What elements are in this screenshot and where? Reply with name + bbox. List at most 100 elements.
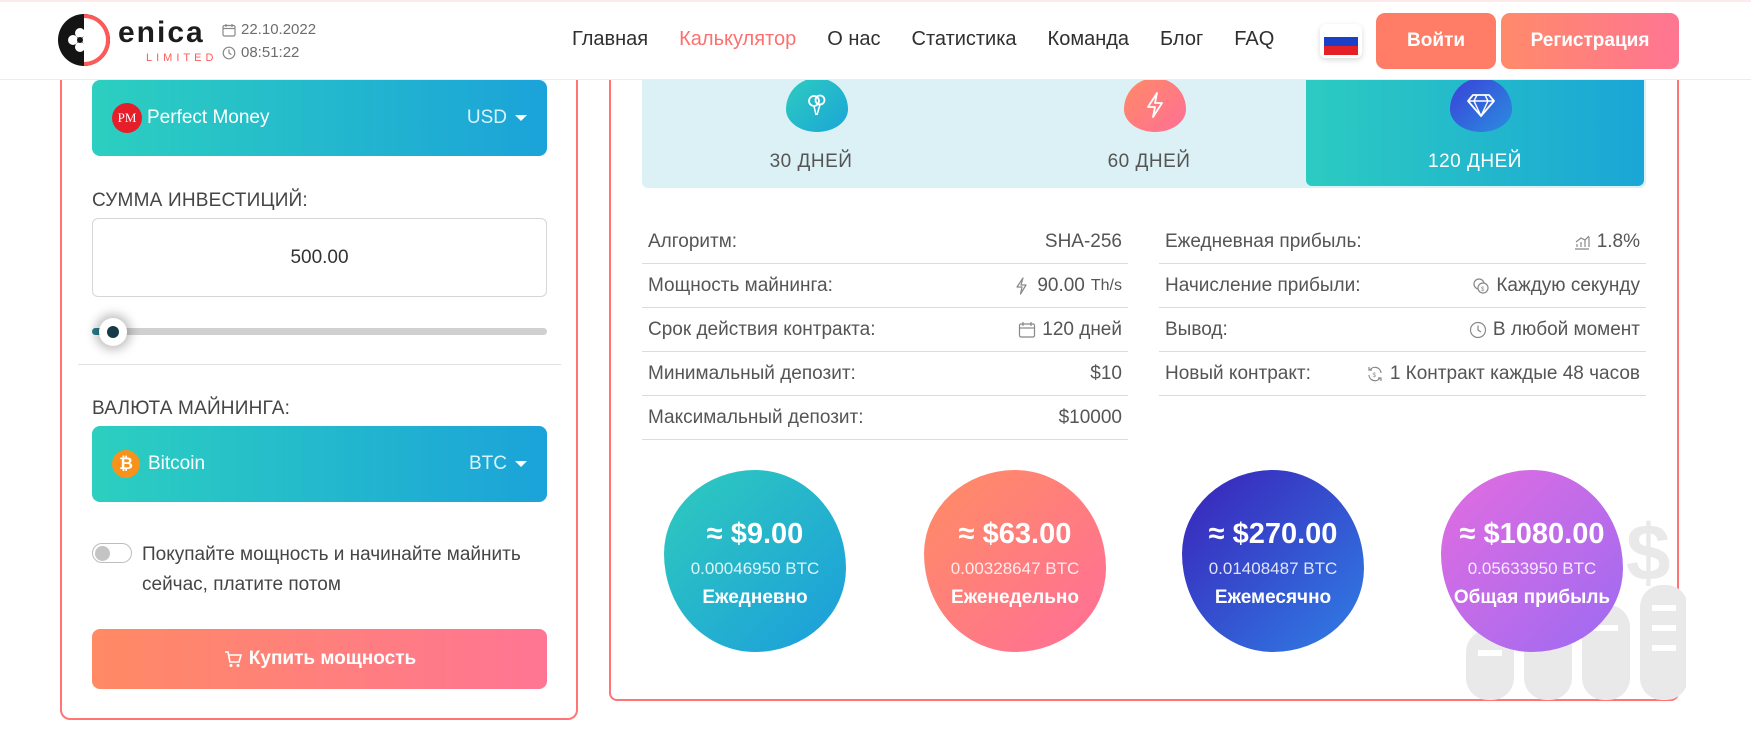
calendar-icon bbox=[1019, 321, 1036, 338]
spec-label: Минимальный депозит: bbox=[648, 362, 856, 384]
login-button[interactable]: Войти bbox=[1376, 13, 1496, 69]
spec-value: 1 Контракт каждые 48 часов bbox=[1389, 362, 1640, 384]
chart-icon bbox=[1574, 235, 1590, 250]
svg-text:$: $ bbox=[1626, 508, 1671, 597]
payment-currency: USD bbox=[467, 107, 527, 129]
spec-max-deposit: Максимальный депозит: $10000 bbox=[642, 396, 1128, 440]
payment-currency-code: USD bbox=[466, 107, 507, 128]
mining-currency-select[interactable]: ₿ Bitcoin BTC bbox=[92, 426, 547, 502]
amount-slider-thumb[interactable] bbox=[99, 318, 127, 346]
profit-btc: 0.01408487 BTC bbox=[1208, 559, 1338, 578]
plan-tab-120[interactable]: 120 ДНЕЙ bbox=[1306, 75, 1644, 186]
svg-text:$: $ bbox=[1372, 373, 1376, 379]
amount-label: СУММА ИНВЕСТИЦИЙ: bbox=[92, 190, 308, 211]
diamond-icon bbox=[1450, 78, 1512, 132]
chevron-down-icon bbox=[515, 115, 527, 121]
current-date: 22.10.2022 bbox=[241, 21, 317, 38]
spec-label: Новый контракт: bbox=[1165, 362, 1311, 384]
plan-tab-60-label: 60 ДНЕЙ bbox=[1107, 151, 1191, 172]
mining-currency-name: Bitcoin bbox=[148, 453, 206, 474]
header-top-line bbox=[0, 0, 1751, 2]
spec-value: 120 дней bbox=[1042, 318, 1122, 340]
nav-calculator[interactable]: Калькулятор bbox=[679, 28, 797, 50]
lightning-icon bbox=[1016, 276, 1027, 295]
nav-team[interactable]: Команда bbox=[1047, 28, 1130, 50]
form-divider bbox=[78, 364, 561, 365]
logo[interactable]: enica LIMITED bbox=[58, 14, 258, 66]
spec-daily-profit: Ежедневная прибыль: 1.8% bbox=[1159, 220, 1646, 264]
spec-value: $10 bbox=[1090, 362, 1122, 384]
nav-statistics[interactable]: Статистика bbox=[911, 28, 1017, 50]
logo-subtext: LIMITED bbox=[146, 52, 218, 64]
profit-monthly: ≈ $270.00 0.01408487 BTC Ежемесячно bbox=[1182, 470, 1364, 652]
spec-label: Вывод: bbox=[1165, 318, 1228, 340]
spec-label: Алгоритм: bbox=[648, 230, 738, 252]
spec-value: Каждую секунду bbox=[1496, 274, 1640, 296]
amount-input[interactable]: 500.00 bbox=[92, 218, 547, 297]
spec-label: Срок действия контракта: bbox=[648, 318, 876, 340]
profit-total: ≈ $1080.00 0.05633950 BTC Общая прибыль bbox=[1441, 470, 1623, 652]
spec-accrual: Начисление прибыли: $ Каждую секунду bbox=[1159, 264, 1646, 308]
plan-tab-30[interactable]: 30 ДНЕЙ bbox=[642, 75, 980, 186]
profit-btc: 0.00046950 BTC bbox=[690, 559, 820, 578]
profit-period: Еженедельно bbox=[951, 587, 1079, 608]
profit-btc: 0.00328647 BTC bbox=[950, 559, 1080, 578]
spec-value: 90.00 bbox=[1037, 274, 1085, 296]
profit-usd: ≈ $1080.00 bbox=[1459, 518, 1605, 550]
spec-contract-term: Срок действия контракта: 120 дней bbox=[642, 308, 1128, 352]
spec-new-contract: Новый контракт: $ 1 Контракт каждые 48 ч… bbox=[1159, 352, 1646, 396]
plan-tab-60[interactable]: 60 ДНЕЙ bbox=[980, 75, 1318, 186]
plan-tab-120-label: 120 ДНЕЙ bbox=[1428, 151, 1522, 172]
profit-btc: 0.05633950 BTC bbox=[1467, 559, 1597, 578]
pay-later-toggle[interactable] bbox=[92, 543, 132, 563]
amount-slider-track[interactable] bbox=[92, 328, 547, 335]
nav-about[interactable]: О нас bbox=[827, 28, 881, 50]
clock-icon bbox=[1469, 321, 1487, 338]
profit-period: Ежемесячно bbox=[1214, 587, 1332, 608]
spec-value: $10000 bbox=[1058, 406, 1122, 428]
nav-blog[interactable]: Блог bbox=[1160, 28, 1204, 50]
spec-withdrawal: Вывод: В любой момент bbox=[1159, 308, 1646, 352]
pay-later-text: Покупайте мощность и начинайте майнить с… bbox=[142, 544, 521, 595]
spec-label: Мощность майнинга: bbox=[648, 274, 833, 296]
payment-system-name: Perfect Money bbox=[147, 107, 270, 128]
buy-power-button[interactable]: Купить мощность bbox=[92, 629, 547, 689]
spec-label: Ежедневная прибыль: bbox=[1165, 230, 1362, 252]
current-time: 08:51:22 bbox=[241, 44, 300, 61]
profit-period: Общая прибыль bbox=[1453, 587, 1611, 608]
profit-period: Ежедневно bbox=[702, 587, 808, 608]
site-header: enica LIMITED 22.10.2022 08:51:22 Главна… bbox=[0, 0, 1751, 80]
bitcoin-icon: ₿ bbox=[112, 450, 140, 478]
nav-faq[interactable]: FAQ bbox=[1234, 28, 1275, 50]
language-flag-ru[interactable] bbox=[1320, 24, 1362, 58]
spec-algorithm: Алгоритм: SHA-256 bbox=[642, 220, 1128, 264]
cart-icon bbox=[224, 651, 242, 667]
perfect-money-icon: PM bbox=[112, 103, 142, 133]
profit-usd: ≈ $270.00 bbox=[1208, 518, 1338, 550]
payment-system-select[interactable]: PM Perfect Money USD bbox=[92, 80, 547, 156]
calendar-icon bbox=[222, 23, 236, 37]
main-nav: Главная Калькулятор О нас Статистика Ком… bbox=[572, 28, 1274, 51]
register-button[interactable]: Регистрация bbox=[1501, 13, 1679, 69]
spec-value: SHA-256 bbox=[1044, 230, 1122, 252]
plan-tab-30-label: 30 ДНЕЙ bbox=[769, 151, 853, 172]
balloon-icon bbox=[786, 78, 848, 132]
logo-mark-icon bbox=[58, 14, 110, 66]
spec-hashrate: Мощность майнинга: 90.00 Th/s bbox=[642, 264, 1128, 308]
profit-usd: ≈ $63.00 bbox=[958, 518, 1072, 550]
chevron-down-icon bbox=[515, 461, 527, 467]
refresh-icon: $ bbox=[1368, 366, 1382, 381]
clock-icon bbox=[222, 46, 236, 59]
spec-label: Начисление прибыли: bbox=[1165, 274, 1361, 296]
spec-label: Максимальный депозит: bbox=[648, 406, 864, 428]
profit-usd: ≈ $9.00 bbox=[706, 518, 804, 550]
profit-daily: ≈ $9.00 0.00046950 BTC Ежедневно bbox=[664, 470, 846, 652]
spec-value: В любой момент bbox=[1492, 318, 1640, 340]
lightning-icon bbox=[1124, 78, 1186, 132]
spec-min-deposit: Минимальный депозит: $10 bbox=[642, 352, 1128, 396]
logo-text: enica bbox=[118, 16, 205, 49]
datetime: 22.10.2022 08:51:22 bbox=[222, 18, 316, 64]
spec-value: 1.8% bbox=[1596, 230, 1640, 252]
svg-text:$: $ bbox=[1481, 287, 1485, 293]
nav-home[interactable]: Главная bbox=[572, 28, 649, 50]
